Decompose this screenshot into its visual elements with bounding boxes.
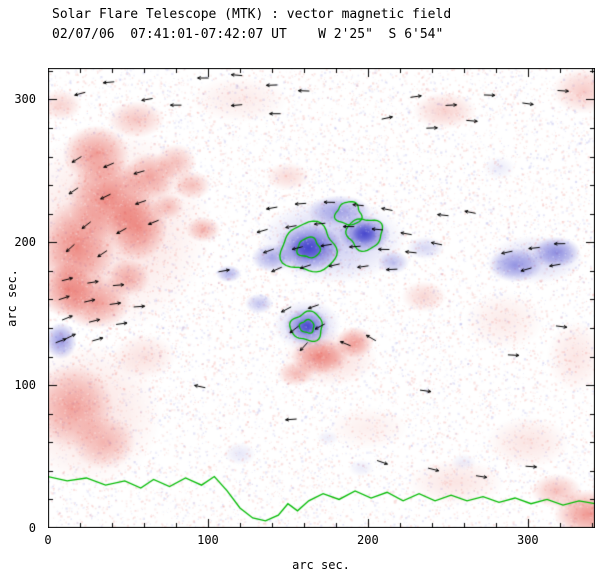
plot-subtitle: 02/07/06 07:41:01-07:42:07 UT W 2'25" S … — [52, 27, 444, 42]
x-tick-label: 0 — [44, 533, 52, 547]
y-tick-label: 0 — [28, 521, 36, 535]
y-tick-label: 100 — [14, 378, 36, 393]
x-tick-label: 300 — [516, 533, 539, 547]
y-tick-label: 200 — [14, 235, 36, 250]
magnetogram-canvas — [48, 68, 595, 528]
x-tick-label: 100 — [197, 533, 219, 547]
x-tick-label: 200 — [357, 533, 379, 547]
x-axis-label: arc sec. — [292, 558, 350, 572]
plot-title: Solar Flare Telescope (MTK) : vector mag… — [52, 7, 452, 22]
y-tick-label: 300 — [14, 92, 36, 107]
y-axis-label: arc sec. — [5, 269, 19, 327]
